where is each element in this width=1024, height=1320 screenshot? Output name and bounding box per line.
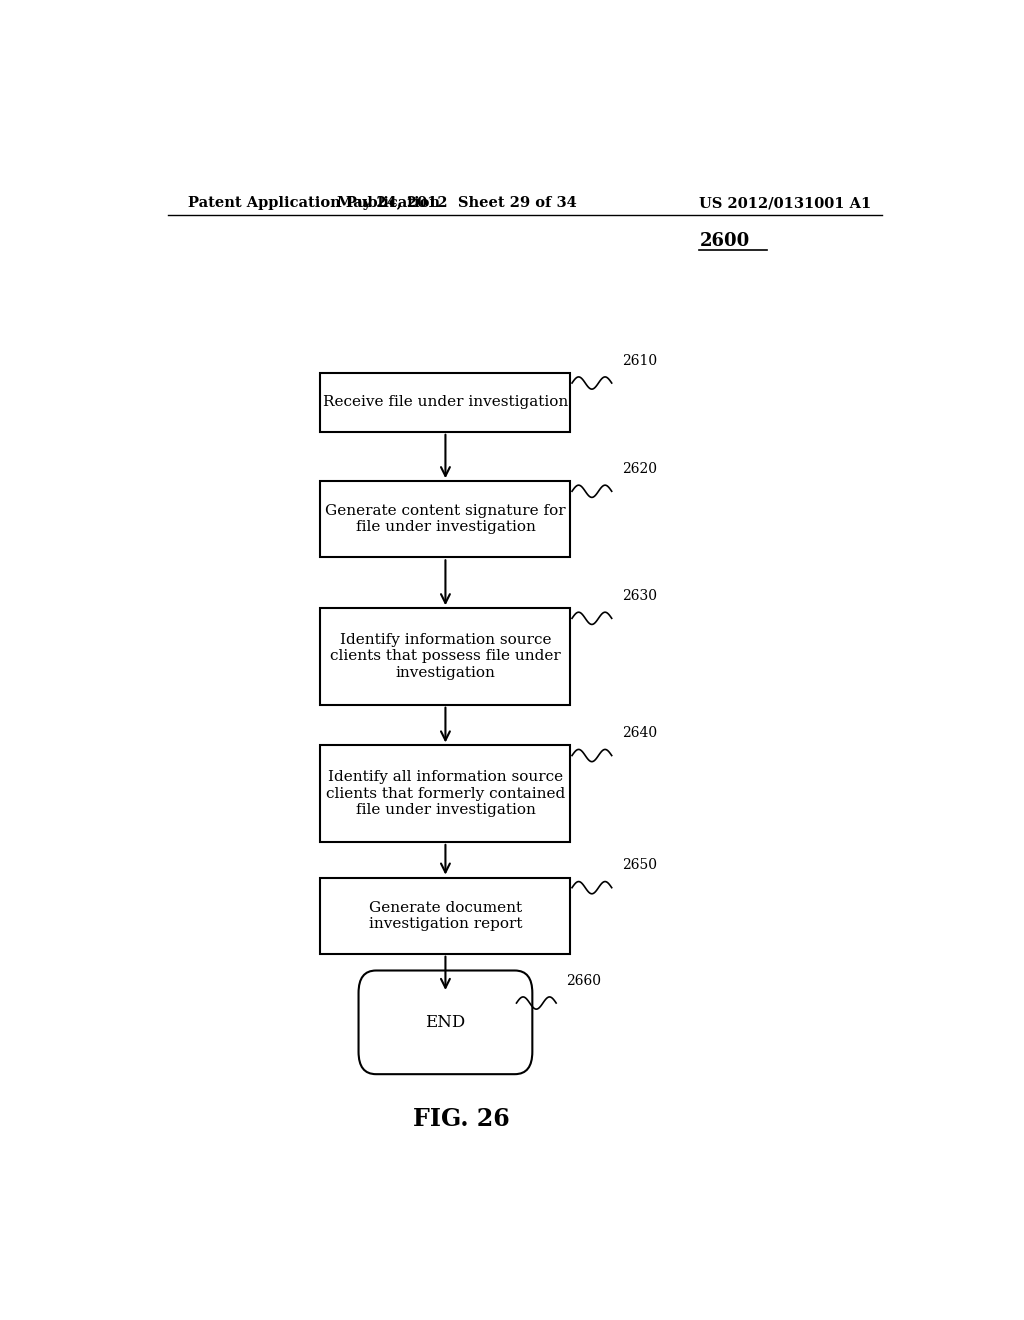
Text: 2620: 2620 xyxy=(622,462,657,477)
Text: Patent Application Publication: Patent Application Publication xyxy=(187,197,439,210)
Text: Identify information source
clients that possess file under
investigation: Identify information source clients that… xyxy=(330,634,561,680)
FancyBboxPatch shape xyxy=(321,480,570,557)
Text: May 24, 2012  Sheet 29 of 34: May 24, 2012 Sheet 29 of 34 xyxy=(338,197,578,210)
Text: FIG. 26: FIG. 26 xyxy=(413,1107,510,1131)
FancyBboxPatch shape xyxy=(321,372,570,432)
Text: Generate content signature for
file under investigation: Generate content signature for file unde… xyxy=(326,504,565,535)
Text: 2650: 2650 xyxy=(622,858,657,873)
Text: 2630: 2630 xyxy=(622,589,657,603)
Text: US 2012/0131001 A1: US 2012/0131001 A1 xyxy=(699,197,871,210)
FancyBboxPatch shape xyxy=(358,970,532,1074)
Text: Generate document
investigation report: Generate document investigation report xyxy=(369,900,522,931)
Text: END: END xyxy=(425,1014,466,1031)
FancyBboxPatch shape xyxy=(321,878,570,954)
FancyBboxPatch shape xyxy=(321,609,570,705)
Text: Identify all information source
clients that formerly contained
file under inves: Identify all information source clients … xyxy=(326,771,565,817)
Text: 2610: 2610 xyxy=(622,354,657,368)
Text: 2600: 2600 xyxy=(699,232,750,249)
Text: 2660: 2660 xyxy=(566,974,601,987)
FancyBboxPatch shape xyxy=(321,746,570,842)
Text: Receive file under investigation: Receive file under investigation xyxy=(323,395,568,409)
Text: 2640: 2640 xyxy=(622,726,657,741)
